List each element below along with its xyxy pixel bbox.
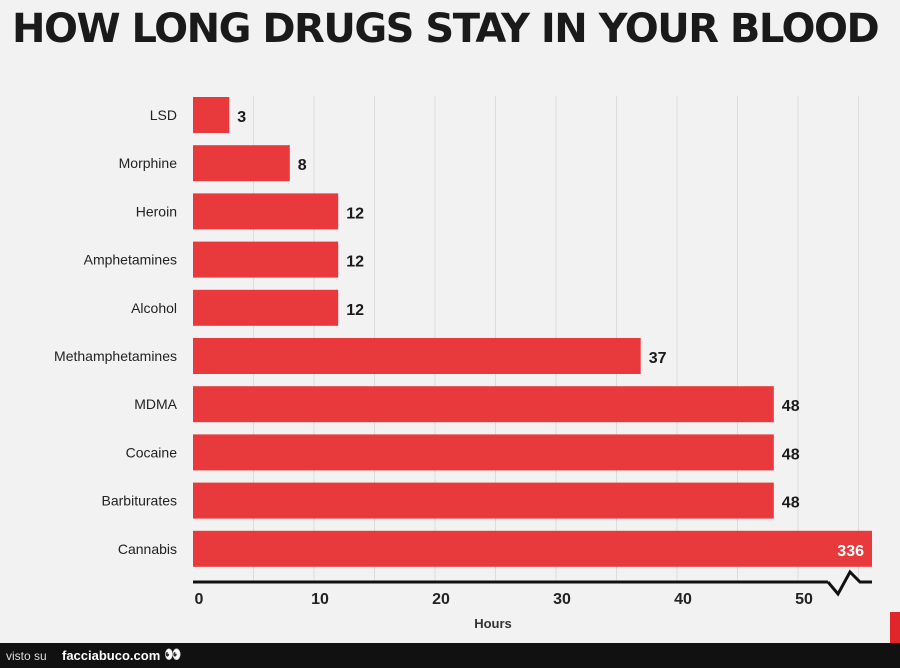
data-label: 37	[649, 350, 667, 367]
x-axis-title: Hours	[474, 616, 512, 631]
data-label: 336	[837, 543, 864, 560]
data-label: 12	[346, 205, 364, 222]
brand-corner-mark	[890, 612, 900, 643]
bars	[193, 97, 872, 567]
category-label: MDMA	[134, 396, 177, 412]
labels: LSD 3 Morphine 8 Heroin 12 Amphetamines 12 Alcoh…	[54, 107, 864, 560]
category-label: Cannabis	[118, 541, 177, 557]
category-label: Heroin	[136, 203, 177, 219]
category-label: Morphine	[119, 155, 178, 171]
x-tick-label: 20	[432, 591, 450, 608]
x-tick-label: 40	[674, 591, 692, 608]
footer-site-link[interactable]: facciabuco.com	[62, 648, 161, 663]
category-label: Cocaine	[126, 444, 178, 460]
axis-break-zigzag	[826, 569, 872, 597]
x-tick-label: 0	[195, 591, 204, 608]
footer-bar: visto su facciabuco.com 👀	[0, 643, 900, 668]
category-label: Amphetamines	[84, 252, 177, 268]
bar-mdma	[193, 386, 774, 423]
bar-lsd	[193, 97, 230, 133]
bar-amphetamines	[193, 241, 339, 278]
data-label: 48	[782, 495, 800, 512]
x-tick-label: 10	[311, 591, 329, 608]
bar-methamphetamines	[193, 338, 641, 374]
category-label: LSD	[150, 107, 177, 123]
category-label: Methamphetamines	[54, 348, 177, 364]
bar-cocaine	[193, 434, 774, 471]
category-label: Alcohol	[131, 300, 177, 316]
data-label: 8	[298, 157, 307, 174]
bar-heroin	[193, 193, 339, 230]
chart-title: HOW LONG DRUGS STAY IN YOUR BLOOD	[12, 6, 880, 52]
bar-chart: 0 10 20 30 40 50 Hours LSD 3 Morphine 8 Heroin 12 Am…	[54, 96, 872, 631]
footer-prefix: visto su	[6, 649, 47, 663]
x-tick-label: 50	[795, 591, 813, 608]
x-axis: 0 10 20 30 40 50 Hours	[193, 569, 872, 631]
bar-morphine	[193, 145, 290, 182]
data-label: 48	[782, 398, 800, 415]
data-label: 12	[346, 254, 364, 271]
bar-cannabis	[193, 530, 872, 567]
category-label: Barbiturates	[102, 493, 177, 509]
x-tick-label: 30	[553, 591, 571, 608]
eyes-icon: 👀	[164, 646, 182, 662]
data-label: 48	[782, 446, 800, 463]
data-label: 12	[346, 302, 364, 319]
bar-barbiturates	[193, 482, 774, 519]
bar-alcohol	[193, 289, 339, 326]
data-label: 3	[237, 109, 246, 126]
